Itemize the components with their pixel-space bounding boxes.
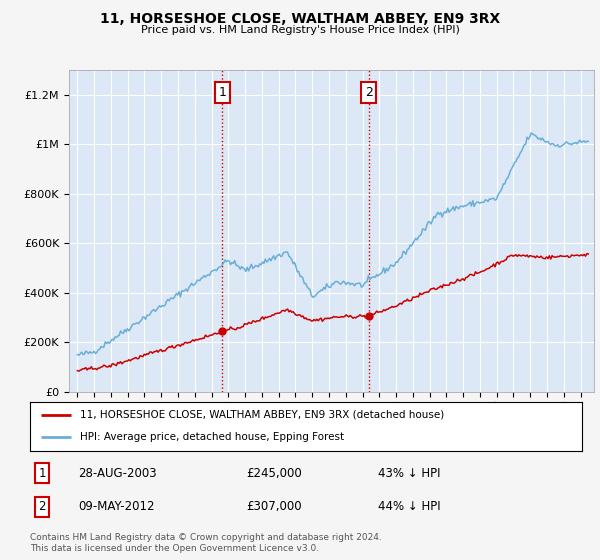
Text: 1: 1 — [38, 466, 46, 480]
Text: £245,000: £245,000 — [246, 466, 302, 480]
Text: 09-MAY-2012: 09-MAY-2012 — [78, 500, 155, 514]
Text: £307,000: £307,000 — [246, 500, 302, 514]
Text: 11, HORSESHOE CLOSE, WALTHAM ABBEY, EN9 3RX: 11, HORSESHOE CLOSE, WALTHAM ABBEY, EN9 … — [100, 12, 500, 26]
Text: Contains HM Land Registry data © Crown copyright and database right 2024.
This d: Contains HM Land Registry data © Crown c… — [30, 533, 382, 553]
Text: 2: 2 — [365, 86, 373, 99]
Text: 28-AUG-2003: 28-AUG-2003 — [78, 466, 157, 480]
Text: 11, HORSESHOE CLOSE, WALTHAM ABBEY, EN9 3RX (detached house): 11, HORSESHOE CLOSE, WALTHAM ABBEY, EN9 … — [80, 410, 444, 420]
Text: 44% ↓ HPI: 44% ↓ HPI — [378, 500, 440, 514]
Text: Price paid vs. HM Land Registry's House Price Index (HPI): Price paid vs. HM Land Registry's House … — [140, 25, 460, 35]
Text: 1: 1 — [218, 86, 226, 99]
Text: 43% ↓ HPI: 43% ↓ HPI — [378, 466, 440, 480]
Text: HPI: Average price, detached house, Epping Forest: HPI: Average price, detached house, Eppi… — [80, 432, 344, 442]
Text: 2: 2 — [38, 500, 46, 514]
